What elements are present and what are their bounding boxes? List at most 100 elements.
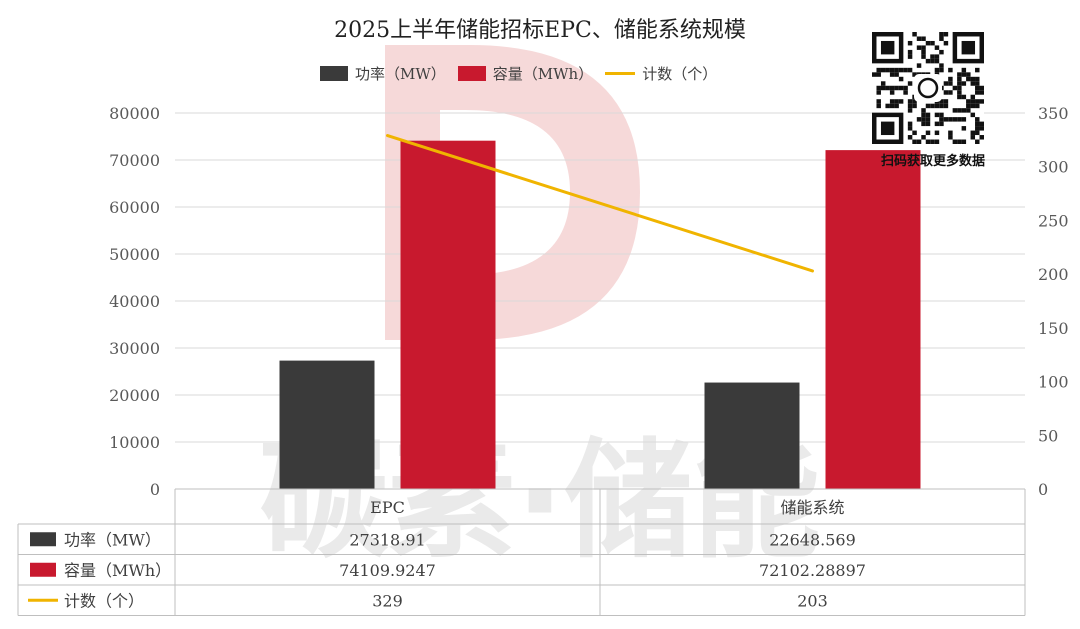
qr-module (979, 85, 984, 91)
qr-module (921, 135, 926, 140)
qr-module (934, 121, 940, 127)
qr-module (975, 76, 980, 82)
qr-module (907, 54, 913, 59)
qr-module (957, 139, 962, 144)
qr-code-icon[interactable] (872, 32, 992, 148)
legend-label-power: 功率（MW） (355, 64, 446, 83)
qr-module (894, 103, 899, 109)
right-tick-label: 300 (1038, 158, 1069, 177)
table-cell: 72102.28897 (759, 561, 866, 580)
qr-module (876, 103, 881, 109)
qr-module (970, 99, 976, 104)
qr-module (898, 67, 904, 73)
qr-module (961, 117, 967, 122)
qr-module (925, 103, 931, 109)
row-label: 功率（MW） (64, 530, 161, 549)
qr-module (876, 67, 881, 73)
qr-module (979, 126, 984, 131)
qr-module (912, 32, 917, 37)
qr-module (889, 85, 895, 91)
qr-module (921, 49, 926, 55)
qr-module (876, 72, 881, 77)
qr-module (907, 81, 913, 86)
qr-module (907, 99, 913, 104)
qr-module (912, 139, 917, 144)
qr-module (885, 67, 890, 73)
qr-module (903, 90, 908, 95)
qr-module (921, 45, 926, 50)
qr-module (948, 67, 953, 73)
qr-module (970, 112, 976, 118)
qr-module (912, 130, 917, 136)
qr-caption: 扫码获取更多数据 (880, 154, 985, 169)
qr-finder (880, 40, 895, 55)
legend-item-count: 计数（个） (605, 63, 717, 84)
bar (825, 150, 921, 489)
qr-module (894, 67, 899, 73)
qr-module (979, 135, 984, 140)
qr-module (952, 117, 958, 122)
qr-module (907, 121, 913, 127)
right-tick-label: 100 (1038, 373, 1069, 392)
qr-module (889, 90, 895, 95)
qr-module (970, 94, 976, 100)
qr-module (925, 130, 931, 136)
qr-module (912, 99, 917, 104)
row-label: 容量（MWh） (64, 561, 171, 580)
qr-module (885, 85, 890, 91)
qr-module (943, 99, 949, 104)
qr-module (930, 40, 935, 46)
qr-module (957, 108, 962, 113)
qr-module (979, 99, 984, 104)
row-label: 计数（个） (64, 591, 144, 610)
right-tick-label: 50 (1038, 426, 1058, 445)
qr-module (885, 103, 890, 109)
qr-module (934, 67, 940, 73)
legend-swatch-count (605, 71, 636, 75)
qr-module (889, 67, 895, 73)
left-tick-label: 60000 (109, 198, 160, 217)
qr-module (934, 112, 940, 118)
qr-module (894, 85, 899, 91)
qr-module (934, 45, 940, 50)
qr-module (957, 117, 962, 122)
qr-module (939, 117, 944, 122)
qr-module (966, 99, 971, 104)
qr-module (939, 112, 944, 118)
qr-module (907, 67, 913, 73)
qr-module (966, 108, 971, 113)
qr-module (894, 99, 899, 104)
qr-module (930, 103, 935, 109)
qr-module (975, 117, 980, 122)
row-swatch (30, 562, 56, 577)
qr-module (939, 67, 944, 73)
qr-module (934, 130, 940, 136)
right-tick-label: 250 (1038, 211, 1069, 230)
qr-module (961, 94, 967, 100)
left-tick-label: 0 (150, 480, 160, 499)
qr-code-image (872, 32, 984, 144)
qr-module (970, 81, 976, 86)
qr-module (916, 45, 922, 50)
qr-module (975, 99, 980, 104)
qr-module (912, 103, 917, 109)
count-line (386, 134, 814, 273)
qr-module (952, 85, 958, 91)
qr-module (916, 117, 922, 122)
qr-module (934, 58, 940, 64)
right-tick-label: 200 (1038, 265, 1069, 284)
table-cell: 22648.569 (769, 530, 856, 549)
qr-module (939, 103, 944, 109)
qr-module (975, 85, 980, 91)
qr-module (925, 40, 931, 46)
qr-module (876, 85, 881, 91)
qr-module (961, 67, 967, 73)
category-label: EPC (370, 498, 405, 517)
qr-module (979, 90, 984, 95)
qr-module (970, 135, 976, 140)
qr-module (966, 76, 971, 82)
legend-label-count: 计数（个） (642, 64, 718, 83)
qr-module (939, 36, 944, 41)
left-tick-label: 30000 (109, 339, 160, 358)
